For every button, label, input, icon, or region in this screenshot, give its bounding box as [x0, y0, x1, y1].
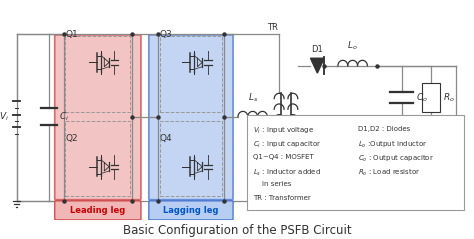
- Text: D1: D1: [311, 45, 323, 54]
- Text: D1,D2 : Diodes: D1,D2 : Diodes: [357, 126, 410, 132]
- Text: $V_i$: $V_i$: [0, 110, 9, 123]
- Text: D2: D2: [311, 141, 323, 150]
- Text: in series: in series: [253, 181, 291, 187]
- Text: Leading leg: Leading leg: [70, 206, 126, 215]
- Polygon shape: [310, 58, 324, 73]
- Bar: [160, 121, 222, 196]
- Text: Q4: Q4: [160, 134, 172, 143]
- FancyBboxPatch shape: [149, 201, 233, 220]
- Text: Lagging leg: Lagging leg: [163, 206, 219, 215]
- Text: $C_i$ : Input capacitor: $C_i$ : Input capacitor: [253, 140, 321, 150]
- Text: Q2: Q2: [65, 134, 78, 143]
- Text: $L_o$ :Output inductor: $L_o$ :Output inductor: [357, 140, 427, 150]
- FancyBboxPatch shape: [149, 35, 233, 200]
- Bar: [65, 36, 130, 113]
- FancyBboxPatch shape: [55, 35, 141, 200]
- Text: $V_i$ : Input voltage: $V_i$ : Input voltage: [253, 126, 314, 136]
- Text: Basic Configuration of the PSFB Circuit: Basic Configuration of the PSFB Circuit: [123, 224, 351, 237]
- FancyBboxPatch shape: [55, 201, 141, 220]
- Bar: [160, 36, 222, 113]
- Text: TR: TR: [267, 23, 278, 32]
- Text: $R_o$ : Load resistor: $R_o$ : Load resistor: [357, 168, 420, 178]
- Text: Q3: Q3: [160, 30, 173, 39]
- Text: $C_i$: $C_i$: [59, 110, 69, 123]
- Polygon shape: [310, 154, 324, 169]
- Text: $L_s$ : Inductor added: $L_s$ : Inductor added: [253, 168, 321, 178]
- FancyBboxPatch shape: [247, 114, 465, 210]
- Text: $C_o$ : Output capacitor: $C_o$ : Output capacitor: [357, 154, 434, 164]
- Text: $C_o$: $C_o$: [416, 91, 428, 104]
- Text: $R_o$: $R_o$: [443, 91, 455, 104]
- Text: TR : Transformer: TR : Transformer: [253, 195, 310, 201]
- Text: $L_s$: $L_s$: [247, 92, 258, 104]
- Bar: [422, 83, 440, 113]
- Bar: [65, 121, 130, 196]
- Text: Q1~Q4 : MOSFET: Q1~Q4 : MOSFET: [253, 154, 313, 160]
- Text: Q1: Q1: [65, 30, 78, 39]
- Text: $L_o$: $L_o$: [347, 39, 358, 52]
